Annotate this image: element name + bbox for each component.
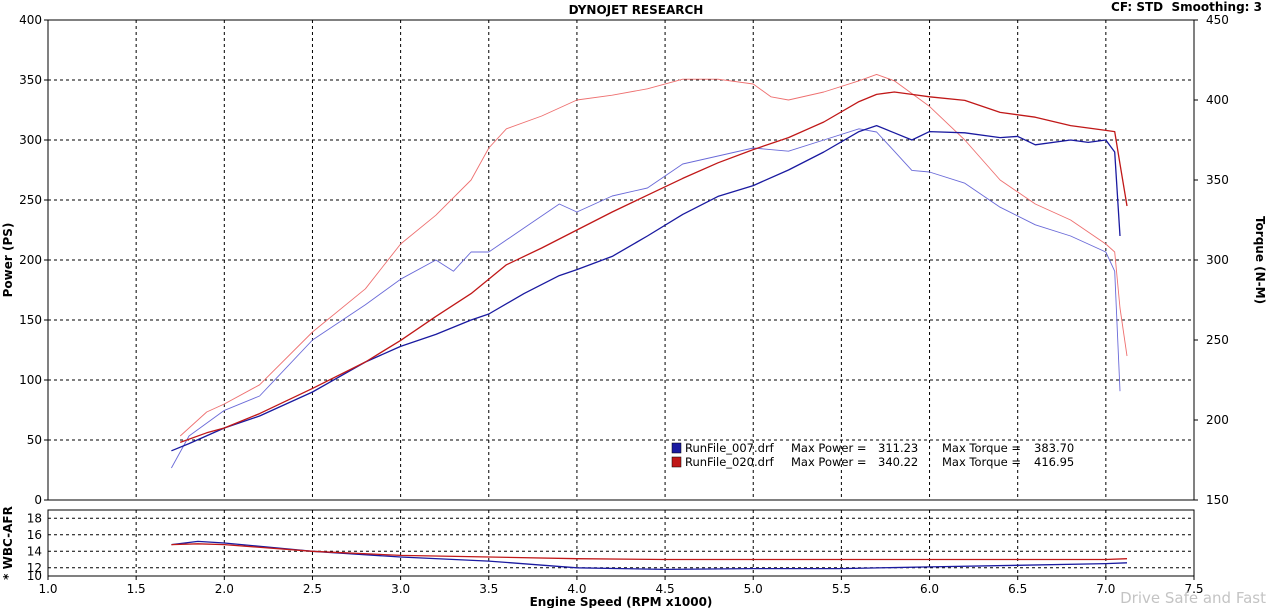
legend-maxtorque-label-run-020: Max Torque = <box>942 455 1021 469</box>
y-tick-label: 50 <box>27 433 42 447</box>
legend-maxpower-label-run-020: Max Power = <box>791 455 867 469</box>
x-tick-label: 5.5 <box>832 582 851 596</box>
y-tick-label: 150 <box>19 313 42 327</box>
x-tick-label: 1.0 <box>38 582 57 596</box>
legend-file-run-020: RunFile_020.drf <box>685 455 775 469</box>
x-tick-label: 3.5 <box>479 582 498 596</box>
x-tick-label: 5.0 <box>744 582 763 596</box>
y-tick-labels: 0 50 100 150 200 250 300 350 400 <box>19 13 48 507</box>
x-tick-label: 4.5 <box>656 582 675 596</box>
y2-tick-label: 150 <box>1206 493 1229 507</box>
x-tick-label: 6.0 <box>920 582 939 596</box>
y-tick-label: 250 <box>19 193 42 207</box>
y-tick-label: 0 <box>34 493 42 507</box>
watermark-text: Drive Safe and Fast <box>1120 589 1266 607</box>
legend-file-run-007: RunFile_007.drf <box>685 441 775 455</box>
legend-swatch-run-007 <box>671 442 682 454</box>
power-torque-plot: 0 50 100 150 200 250 300 350 400 150 200 250 300 350… <box>1 13 1267 507</box>
legend-swatch-run-020 <box>671 456 682 468</box>
afr-y-tick-label: 12 <box>27 561 42 575</box>
x-axis-label: Engine Speed (RPM x1000) <box>530 595 713 608</box>
main-grid <box>48 20 1194 500</box>
afr-y-tick-label: 16 <box>27 528 42 542</box>
afr-y-tick-label: 18 <box>27 511 42 525</box>
x-tick-label: 1.5 <box>127 582 146 596</box>
y2-tick-label: 350 <box>1206 173 1229 187</box>
series-torque-run-020 <box>179 73 1128 437</box>
afr-series <box>171 540 1128 571</box>
y-tick-label: 300 <box>19 133 42 147</box>
legend-maxtorque-run-007: 383.70 <box>1034 441 1074 455</box>
y-tick-label: 200 <box>19 253 42 267</box>
x-tick-label: 2.0 <box>215 582 234 596</box>
chart-title: DYNOJET RESEARCH <box>569 3 704 17</box>
x-tick-label: 2.5 <box>303 582 322 596</box>
x-tick-label: 6.5 <box>1008 582 1027 596</box>
afr-series-run-020 <box>171 543 1128 561</box>
y2-tick-label: 300 <box>1206 253 1229 267</box>
y2-tick-label: 400 <box>1206 93 1229 107</box>
y-tick-label: 400 <box>19 13 42 27</box>
engine-speed-ticks: 1.0 1.5 2.0 2.5 3.0 3.5 4.0 4.5 5.0 5.5 6.0 6.5 7.0 7… <box>38 576 1204 596</box>
legend-maxtorque-run-020: 416.95 <box>1034 455 1074 469</box>
afr-axis-label: * WBC-AFR <box>1 506 15 580</box>
y2-tick-labels: 150 200 250 300 350 400 450 <box>1194 13 1229 507</box>
y2-tick-label: 450 <box>1206 13 1229 27</box>
afr-y-tick-label: 14 <box>27 544 42 558</box>
afr-series-run-007 <box>171 540 1128 571</box>
y-axis-label: Power (PS) <box>1 223 15 298</box>
legend: RunFile_007.drf Max Power = 311.23 Max T… <box>671 441 1074 469</box>
afr-grid <box>48 510 1194 576</box>
y2-tick-label: 250 <box>1206 333 1229 347</box>
series-torque-run-007 <box>171 128 1121 469</box>
legend-maxpower-run-007: 311.23 <box>878 441 918 455</box>
series-power-run-007 <box>171 124 1121 452</box>
x-tick-label: 4.0 <box>567 582 586 596</box>
main-series <box>171 73 1128 469</box>
y2-tick-label: 200 <box>1206 413 1229 427</box>
x-tick-label: 7.5 <box>1184 582 1203 596</box>
legend-maxpower-label-run-007: Max Power = <box>791 441 867 455</box>
series-power-run-020 <box>179 91 1128 444</box>
x-tick-label: 3.0 <box>391 582 410 596</box>
x-tick-label: 7.0 <box>1096 582 1115 596</box>
y-tick-label: 100 <box>19 373 42 387</box>
afr-y-tick-label: 10 <box>27 569 42 583</box>
legend-maxpower-run-020: 340.22 <box>878 455 918 469</box>
y2-axis-label: Torque (N-M) <box>1253 216 1267 304</box>
legend-maxtorque-label-run-007: Max Torque = <box>942 441 1021 455</box>
y-tick-label: 350 <box>19 73 42 87</box>
settings-readout: CF: STD Smoothing: 3 <box>1111 0 1262 14</box>
